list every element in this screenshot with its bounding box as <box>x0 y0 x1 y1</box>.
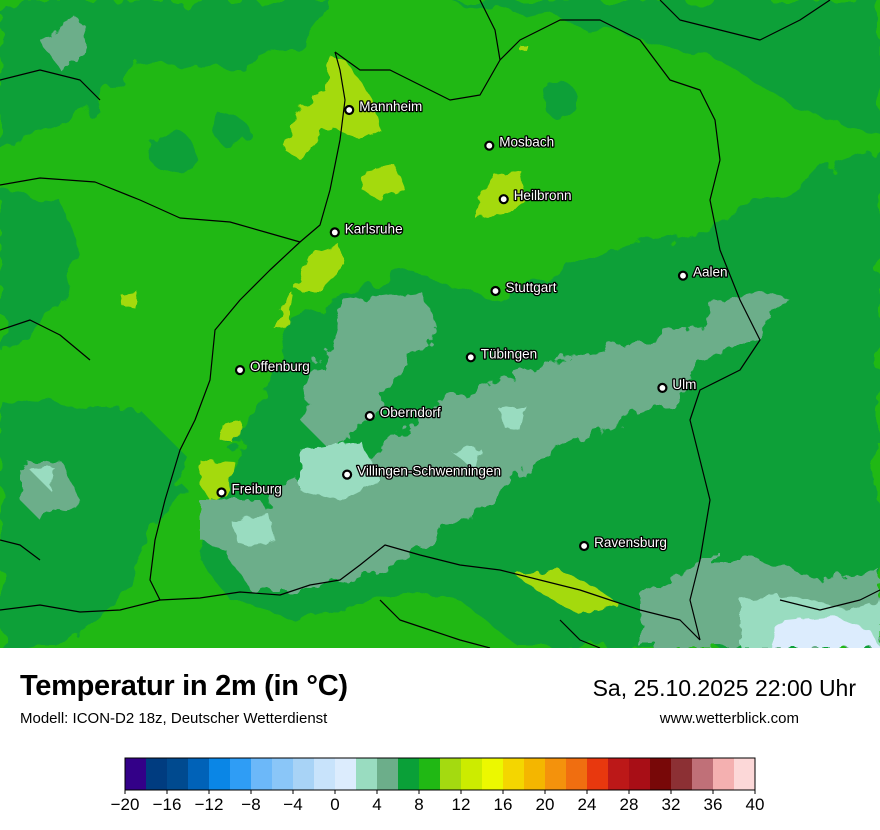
city-marker <box>329 227 340 238</box>
color-scale-tick-label: 4 <box>372 795 381 814</box>
city-marker <box>498 194 509 205</box>
city-heilbronn: Heilbronn <box>498 187 573 205</box>
color-scale-box <box>314 758 336 790</box>
city-marker <box>364 410 375 422</box>
city-villingen-schwenningen: Villingen-Schwenningen <box>342 462 502 480</box>
color-scale-box <box>125 758 147 790</box>
color-scale-tick-label: 40 <box>746 795 765 814</box>
color-scale-box <box>482 758 504 790</box>
city-marker <box>578 540 590 552</box>
color-scale-ticks: −20 −16 −12 −8 −4 0 4 8 12 16 20 24 28 32 36 40 <box>111 790 765 814</box>
color-scale-box <box>419 758 441 790</box>
city-label: Stuttgart <box>506 280 557 295</box>
color-scale-box <box>440 758 462 790</box>
color-scale-frame <box>124 757 756 791</box>
color-scale-tick-label: 16 <box>494 795 513 814</box>
city-ravensburg: Ravensburg <box>578 534 668 552</box>
color-scale-tick-label: −20 <box>111 795 140 814</box>
city-freiburg: Freiburg <box>216 480 283 498</box>
color-scale-tick-label: 12 <box>452 795 471 814</box>
city-label: Oberndorf <box>380 405 441 420</box>
city-marker <box>342 469 353 480</box>
valid-time: Sa, 25.10.2025 22:00 Uhr <box>592 675 856 701</box>
city-label: Karlsruhe <box>345 221 403 236</box>
color-scale-box <box>251 758 273 790</box>
city-marker <box>677 270 689 281</box>
color-scale-tick-label: 32 <box>662 795 681 814</box>
color-scale-box <box>335 758 357 790</box>
color-scale-box <box>188 758 210 790</box>
city-label: Aalen <box>693 265 728 280</box>
color-scale-box <box>146 758 168 790</box>
color-scale-tick-label: −12 <box>195 795 224 814</box>
city-marker <box>484 140 495 151</box>
city-label: Mannheim <box>359 99 422 114</box>
model-source: Modell: ICON-D2 18z, Deutscher Wetterdie… <box>20 710 328 727</box>
city-marker <box>490 285 501 297</box>
city-ulm: Ulm <box>657 376 698 393</box>
city-oberndorf: Oberndorf <box>364 404 442 422</box>
city-marker <box>465 352 476 363</box>
website-link[interactable]: www.wetterblick.com <box>659 710 799 727</box>
color-scale-box <box>629 758 651 790</box>
city-label: Ravensburg <box>594 535 667 550</box>
map-title: Temperatur in 2m (in °C) <box>20 670 348 702</box>
color-scale-tick-label: −4 <box>283 795 302 814</box>
color-scale-tick-label: 0 <box>330 795 339 814</box>
color-scale-box <box>650 758 672 790</box>
city-marker <box>657 382 668 393</box>
color-scale-box <box>713 758 735 790</box>
color-scale-tick-label: −8 <box>241 795 260 814</box>
city-mosbach: Mosbach <box>484 133 555 151</box>
color-scale-boxes <box>124 757 756 791</box>
borders <box>0 0 880 648</box>
color-scale-box <box>293 758 315 790</box>
footer: Temperatur in 2m (in °C) Modell: ICON-D2… <box>0 648 880 830</box>
color-scale-tick-label: 36 <box>704 795 723 814</box>
temperature-zone-0-2 <box>770 615 880 648</box>
color-scale-tick-label: −16 <box>153 795 182 814</box>
color-scale-box <box>272 758 294 790</box>
city-marker <box>344 104 355 116</box>
city-aalen: Aalen <box>677 263 729 281</box>
city-offenburg: Offenburg <box>234 358 311 376</box>
color-scale-box <box>356 758 378 790</box>
color-scale-box <box>377 758 399 790</box>
color-scale-tick-label: 28 <box>620 795 639 814</box>
city-t-bingen: Tübingen <box>465 345 538 363</box>
city-mannheim: Mannheim <box>344 98 424 116</box>
city-label: Tübingen <box>481 346 537 361</box>
color-scale-box <box>503 758 525 790</box>
color-scale-box <box>692 758 714 790</box>
color-scale-box <box>398 758 420 790</box>
color-scale-box <box>671 758 693 790</box>
temperature-color-scale: −20 −16 −12 −8 −4 0 4 8 12 16 20 24 28 32 36 40 <box>111 757 765 814</box>
color-scale-box <box>608 758 630 790</box>
city-label: Offenburg <box>250 359 310 374</box>
color-scale-box <box>461 758 483 790</box>
color-scale-tick-label: 8 <box>414 795 423 814</box>
color-scale-box <box>587 758 609 790</box>
color-scale-box <box>524 758 546 790</box>
temperature-map: Mannheim Mosbach Heilbronn Karlsruhe Aalen St… <box>0 0 880 648</box>
city-label: Mosbach <box>499 135 554 150</box>
color-scale-box <box>209 758 231 790</box>
city-label: Ulm <box>672 377 696 392</box>
color-scale-box <box>566 758 588 790</box>
city-label: Heilbronn <box>514 188 572 203</box>
city-label: Freiburg <box>232 482 282 497</box>
color-scale-box <box>545 758 567 790</box>
color-scale-box <box>734 758 756 790</box>
city-layer: Mannheim Mosbach Heilbronn Karlsruhe Aalen St… <box>216 98 729 552</box>
city-label: Villingen-Schwenningen <box>357 464 501 479</box>
city-stuttgart: Stuttgart <box>490 279 558 297</box>
color-scale-box <box>230 758 252 790</box>
city-marker <box>216 487 227 498</box>
color-scale-tick-label: 20 <box>536 795 555 814</box>
color-scale-tick-label: 24 <box>578 795 597 814</box>
color-scale-box <box>167 758 189 790</box>
city-karlsruhe: Karlsruhe <box>329 220 404 238</box>
temperature-zone-10-12 <box>120 45 620 615</box>
city-marker <box>234 365 246 376</box>
